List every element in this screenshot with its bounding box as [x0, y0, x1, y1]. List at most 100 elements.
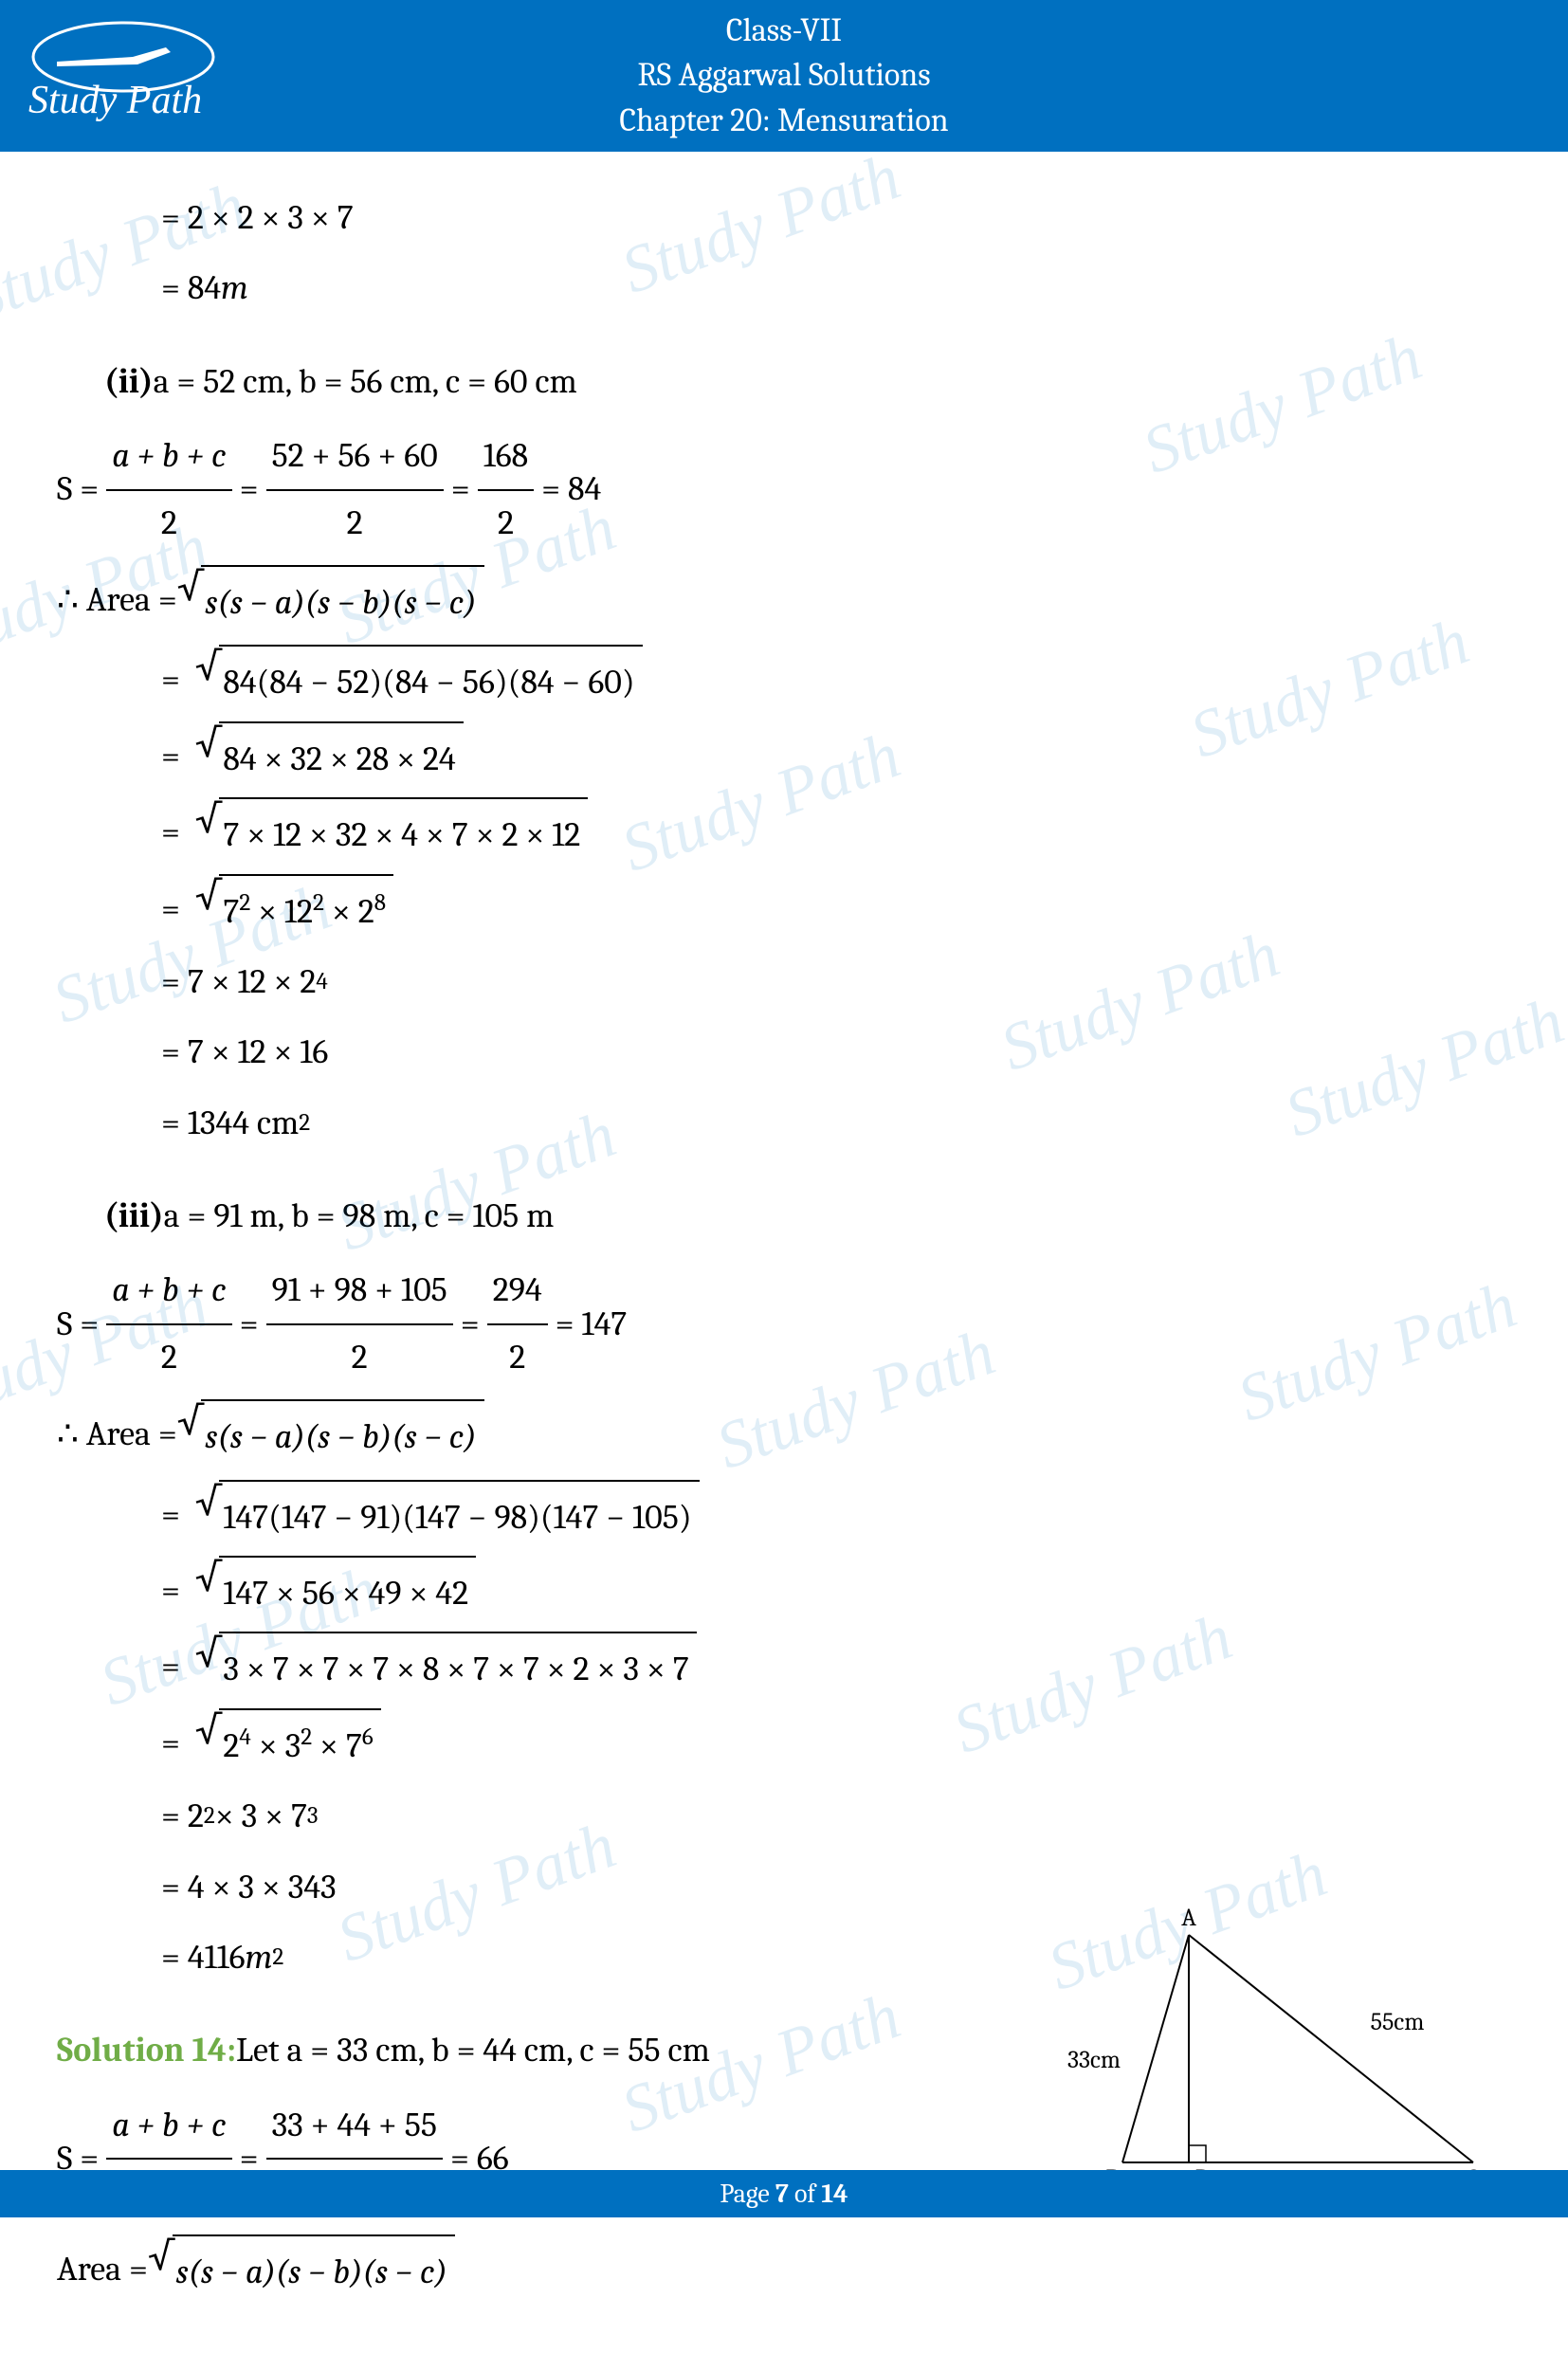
radicand: 147 × 56 × 49 × 42 [219, 1556, 476, 1626]
num: 52 + 56 + 60 [266, 424, 444, 490]
text: a = 91 m, b = 98 m, c = 105 m [164, 1184, 555, 1249]
page-header: Study Path Class-VII RS Aggarwal Solutio… [0, 0, 1568, 152]
sqrt: √147 × 56 × 49 × 42 [195, 1556, 476, 1626]
text: = [240, 1292, 259, 1357]
part-iii-given: (iii) a = 91 m, b = 98 m, c = 105 m [57, 1184, 1511, 1249]
num: a + b + c [106, 1258, 231, 1324]
fraction: 2942 [487, 1258, 548, 1390]
sqrt: √72 × 122 × 28 [195, 874, 393, 944]
eq-line: = 84 m [57, 256, 1511, 320]
text: Let a = 33 cm, b = 44 cm, c = 55 cm [236, 2018, 710, 2083]
sqrt: √s(s − a)(s − b)(s − c) [148, 2234, 455, 2305]
sup: 2 [299, 1101, 310, 1146]
radical-icon: √ [148, 2236, 174, 2276]
page-number: 7 [775, 2179, 789, 2209]
den: 2 [346, 1325, 374, 1390]
part-ii-area: ∴ Area = √s(s − a)(s − b)(s − c) [57, 565, 1511, 635]
den: 2 [341, 491, 369, 556]
side-ac: 55cm [1371, 2008, 1425, 2036]
num: 33 + 44 + 55 [266, 2093, 443, 2160]
text: = 84 [161, 256, 221, 320]
chapter-label: Chapter 20: Mensuration [619, 99, 948, 144]
logo-text: Study Path [28, 78, 202, 123]
text: a = 52 cm, b = 56 cm, c = 60 cm [154, 350, 577, 414]
page-content: Study Path Study Path Study Path Study P… [0, 152, 1568, 2371]
solution-label: Solution 14: [57, 2018, 236, 2083]
sup: 2 [204, 1794, 215, 1839]
part-iii-area: ∴ Area = √s(s − a)(s − b)(s − c) [57, 1399, 1511, 1469]
book-label: RS Aggarwal Solutions [619, 53, 948, 99]
header-titles: Class-VII RS Aggarwal Solutions Chapter … [619, 9, 948, 144]
eq-line: = 7 × 12 × 24 [57, 950, 1511, 1014]
sqrt: √s(s − a)(s − b)(s − c) [177, 1399, 484, 1469]
num: 168 [478, 424, 534, 490]
eq-line: = 7 × 12 × 16 [57, 1020, 1511, 1085]
fraction: a + b + c2 [106, 424, 231, 556]
sup: 4 [316, 959, 327, 1005]
footer-of: of [789, 2179, 822, 2209]
label: (iii) [104, 1184, 164, 1249]
radicand: s(s − a)(s − b)(s − c) [201, 565, 483, 635]
eq-line: = 22 × 3 × 73 [57, 1784, 1511, 1849]
text: S = [57, 1292, 99, 1357]
text: = 2 [161, 1784, 204, 1849]
text: × 3 × 7 [215, 1784, 307, 1849]
sqrt: √7 × 12 × 32 × 4 × 7 × 2 × 12 [195, 797, 589, 867]
text: = 4116 [161, 1925, 246, 1990]
radicand: s(s − a)(s − b)(s − c) [201, 1399, 483, 1469]
radical-icon: √ [195, 723, 222, 763]
side-ab: 33cm [1067, 2046, 1121, 2074]
num: a + b + c [106, 2093, 231, 2160]
radicand: 3 × 7 × 7 × 7 × 8 × 7 × 7 × 2 × 3 × 7 [219, 1632, 696, 1702]
fraction: 1682 [478, 424, 534, 556]
sqrt: √147(147 − 91)(147 − 98)(147 − 105) [195, 1480, 700, 1550]
radical-icon: √ [177, 1401, 204, 1441]
text: = 147 [556, 1292, 628, 1357]
eq-line: = √147(147 − 91)(147 − 98)(147 − 105) [57, 1480, 1511, 1550]
den: 2 [155, 491, 183, 556]
sqrt: √24 × 32 × 76 [195, 1708, 381, 1778]
den: 2 [155, 1325, 183, 1390]
watermark: Study Path [0, 144, 264, 361]
radicand: s(s − a)(s − b)(s − c) [173, 2234, 455, 2305]
eq-line: = √3 × 7 × 7 × 7 × 8 × 7 × 7 × 2 × 3 × 7 [57, 1632, 1511, 1702]
eq-line: = 2 × 2 × 3 × 7 [57, 186, 1511, 250]
eq-line: = 1344 cm2 [57, 1091, 1511, 1156]
text: = 4 × 3 × 343 [161, 1855, 337, 1920]
sqrt: √s(s − a)(s − b)(s − c) [177, 565, 484, 635]
den: 2 [503, 1325, 531, 1390]
sqrt: √3 × 7 × 7 × 7 × 8 × 7 × 7 × 2 × 3 × 7 [195, 1632, 697, 1702]
logo: Study Path [28, 19, 218, 133]
fraction: 91 + 98 + 1052 [266, 1258, 453, 1390]
sqrt: √84(84 − 52)(84 − 56)(84 − 60) [195, 645, 643, 715]
eq-line: = √24 × 32 × 76 [57, 1708, 1511, 1778]
radicand: 24 × 32 × 76 [219, 1708, 380, 1778]
eq-line: = √7 × 12 × 32 × 4 × 7 × 2 × 12 [57, 797, 1511, 867]
text: = [461, 1292, 480, 1357]
text: ∴ Area = [57, 568, 177, 632]
text: ∴ Area = [57, 1402, 177, 1467]
radical-icon: √ [195, 799, 222, 839]
radical-icon: √ [195, 1558, 222, 1597]
radical-icon: √ [195, 647, 222, 686]
part-ii-given: (ii) a = 52 cm, b = 56 cm, c = 60 cm [57, 350, 1511, 414]
sup: 2 [272, 1935, 283, 1980]
vertex-a: A [1181, 1904, 1196, 1932]
text: = 84 [541, 457, 601, 521]
radical-icon: √ [177, 567, 204, 607]
eq-line: = √84 × 32 × 28 × 24 [57, 721, 1511, 792]
sol14-area: Area = √s(s − a)(s − b)(s − c) [57, 2234, 1511, 2305]
fraction: 52 + 56 + 602 [266, 424, 444, 556]
text: m [246, 1925, 273, 1990]
page-footer: Page 7 of 14 [0, 2170, 1568, 2217]
den: 2 [492, 491, 520, 556]
eq-line: = √72 × 122 × 28 [57, 874, 1511, 944]
radicand: 7 × 12 × 32 × 4 × 7 × 2 × 12 [219, 797, 588, 867]
fraction: a + b + c2 [106, 1258, 231, 1390]
eq-line: = √84(84 − 52)(84 − 56)(84 − 60) [57, 645, 1511, 715]
text: = [451, 457, 470, 521]
sup: 3 [307, 1794, 319, 1839]
radicand: 72 × 122 × 28 [219, 874, 393, 944]
radicand: 147(147 − 91)(147 − 98)(147 − 105) [219, 1480, 699, 1550]
radical-icon: √ [195, 1482, 222, 1522]
